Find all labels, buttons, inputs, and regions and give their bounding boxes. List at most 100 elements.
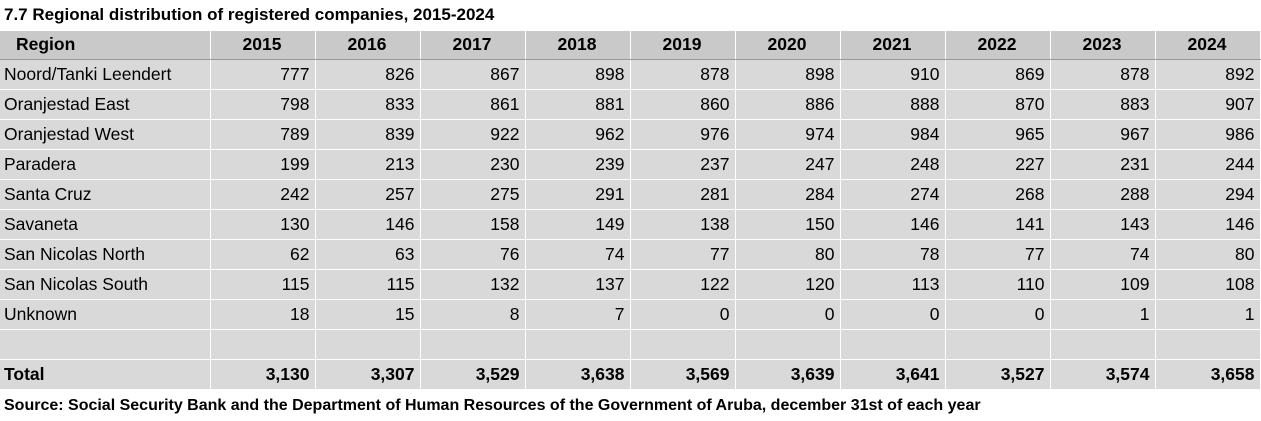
header-year: 2024: [1155, 31, 1261, 60]
value-cell: 878: [1050, 59, 1156, 90]
value-cell: 0: [630, 299, 736, 330]
value-cell: 886: [735, 89, 841, 120]
header-year: 2021: [840, 31, 946, 60]
value-cell: 143: [1050, 209, 1156, 240]
value-cell: 3,130: [210, 358, 316, 390]
value-cell: 892: [1155, 59, 1261, 90]
header-year: 2023: [1050, 31, 1156, 60]
value-cell: 881: [525, 89, 631, 120]
value-cell: 8: [420, 299, 526, 330]
region-cell: Santa Cruz: [0, 179, 211, 210]
value-cell: 3,569: [630, 358, 736, 390]
value-cell: [945, 329, 1051, 360]
value-cell: 965: [945, 119, 1051, 150]
header-year: 2019: [630, 31, 736, 60]
value-cell: 3,307: [315, 358, 421, 390]
value-cell: 149: [525, 209, 631, 240]
region-cell: Unknown: [0, 299, 211, 330]
header-year: 2017: [420, 31, 526, 60]
value-cell: 115: [210, 269, 316, 300]
value-cell: 910: [840, 59, 946, 90]
value-cell: 3,641: [840, 358, 946, 390]
table-row: San Nicolas South 115 115 132 137 122 120 113 11…: [0, 269, 1261, 300]
value-cell: 109: [1050, 269, 1156, 300]
value-cell: 922: [420, 119, 526, 150]
value-cell: 146: [315, 209, 421, 240]
value-cell: 833: [315, 89, 421, 120]
value-cell: 839: [315, 119, 421, 150]
region-cell: Paradera: [0, 149, 211, 180]
table-row: Oranjestad West 789 839 922 962 976 974 984 965 9…: [0, 119, 1261, 150]
value-cell: 231: [1050, 149, 1156, 180]
value-cell: 110: [945, 269, 1051, 300]
value-cell: 798: [210, 89, 316, 120]
value-cell: [1155, 329, 1261, 360]
value-cell: 63: [315, 239, 421, 270]
region-cell: Oranjestad West: [0, 119, 211, 150]
value-cell: 291: [525, 179, 631, 210]
blank-row: [0, 329, 1261, 360]
value-cell: 257: [315, 179, 421, 210]
value-cell: 130: [210, 209, 316, 240]
value-cell: 288: [1050, 179, 1156, 210]
value-cell: 898: [735, 59, 841, 90]
table-title: 7.7 Regional distribution of registered …: [4, 5, 495, 24]
value-cell: 213: [315, 149, 421, 180]
value-cell: 284: [735, 179, 841, 210]
header-year: 2018: [525, 31, 631, 60]
value-cell: 0: [735, 299, 841, 330]
value-cell: 3,638: [525, 358, 631, 390]
value-cell: 789: [210, 119, 316, 150]
value-cell: [525, 329, 631, 360]
value-cell: 967: [1050, 119, 1156, 150]
value-cell: 141: [945, 209, 1051, 240]
value-cell: 150: [735, 209, 841, 240]
header-row: Region 2015 2016 2017 2018 2019 2020 202…: [0, 31, 1261, 60]
value-cell: 77: [630, 239, 736, 270]
value-cell: 74: [525, 239, 631, 270]
value-cell: 1: [1050, 299, 1156, 330]
value-cell: 867: [420, 59, 526, 90]
value-cell: 244: [1155, 149, 1261, 180]
value-cell: 274: [840, 179, 946, 210]
value-cell: 80: [1155, 239, 1261, 270]
table-row: Paradera 199 213 230 239 237 247 248 227 231 244: [0, 149, 1261, 180]
value-cell: 113: [840, 269, 946, 300]
value-cell: 860: [630, 89, 736, 120]
value-cell: 239: [525, 149, 631, 180]
value-cell: 248: [840, 149, 946, 180]
header-year: 2020: [735, 31, 841, 60]
value-cell: 986: [1155, 119, 1261, 150]
table-row: Savaneta 130 146 158 149 138 150 146 141 143 146: [0, 209, 1261, 240]
header-year: 2022: [945, 31, 1051, 60]
value-cell: 115: [315, 269, 421, 300]
region-cell: [0, 329, 211, 360]
table-row: San Nicolas North 62 63 76 74 77 80 78 77 74 80: [0, 239, 1261, 270]
region-cell: Noord/Tanki Leendert: [0, 59, 211, 90]
value-cell: 80: [735, 239, 841, 270]
value-cell: 898: [525, 59, 631, 90]
value-cell: 76: [420, 239, 526, 270]
value-cell: 275: [420, 179, 526, 210]
value-cell: 826: [315, 59, 421, 90]
value-cell: 146: [1155, 209, 1261, 240]
value-cell: 976: [630, 119, 736, 150]
value-cell: [735, 329, 841, 360]
value-cell: 78: [840, 239, 946, 270]
value-cell: 888: [840, 89, 946, 120]
value-cell: 120: [735, 269, 841, 300]
table-row: Unknown 18 15 8 7 0 0 0 0 1 1: [0, 299, 1261, 330]
value-cell: 777: [210, 59, 316, 90]
table-row: Oranjestad East 798 833 861 881 860 886 888 870 8…: [0, 89, 1261, 120]
value-cell: 77: [945, 239, 1051, 270]
value-cell: 132: [420, 269, 526, 300]
value-cell: 18: [210, 299, 316, 330]
table-body: Noord/Tanki Leendert 777 826 867 898 878 898 91…: [0, 59, 1261, 390]
value-cell: 146: [840, 209, 946, 240]
value-cell: 247: [735, 149, 841, 180]
value-cell: 242: [210, 179, 316, 210]
value-cell: 962: [525, 119, 631, 150]
value-cell: 281: [630, 179, 736, 210]
value-cell: [315, 329, 421, 360]
